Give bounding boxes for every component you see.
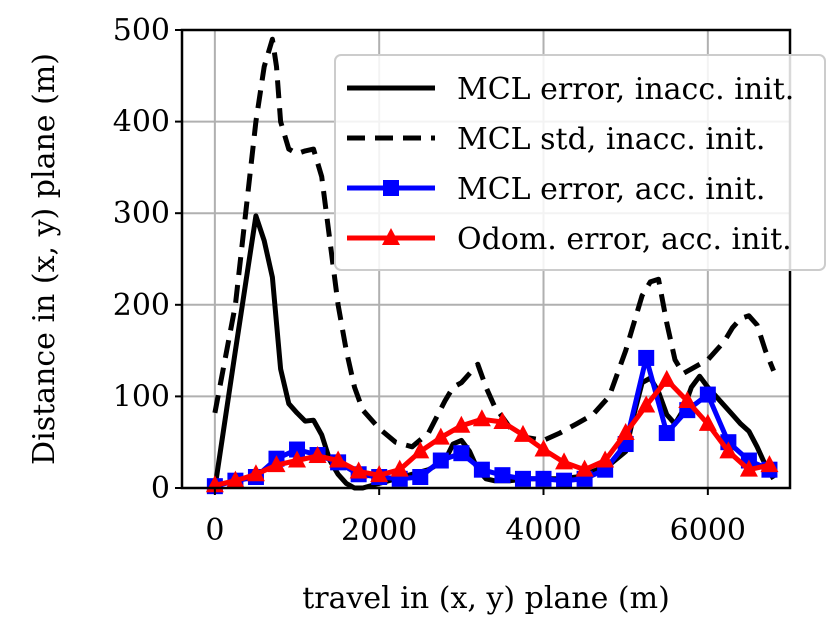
y-tick-label: 100 [113, 379, 170, 414]
data-point [760, 455, 779, 473]
data-point [555, 452, 574, 470]
data-point [739, 459, 758, 477]
data-point [226, 470, 245, 488]
data-point [246, 464, 265, 482]
data-point [329, 450, 348, 468]
data-point [698, 413, 717, 431]
data-point [513, 424, 532, 442]
data-point [370, 465, 389, 483]
y-tick-label: 0 [151, 471, 170, 506]
legend-label: Odom. error, acc. init. [457, 222, 792, 257]
y-axis-label: Distance in (x, y) plane (m) [27, 53, 62, 465]
legend-entry: MCL error, inacc. init. [347, 72, 794, 107]
x-tick-label: 2000 [341, 513, 417, 548]
legend-marker [382, 228, 400, 245]
data-point [719, 441, 738, 459]
data-point [556, 472, 573, 489]
legend: MCL error, inacc. init. MCL std, inacc. i… [334, 54, 826, 271]
data-point [432, 452, 449, 469]
legend-label: MCL error, inacc. init. [457, 72, 794, 107]
x-axis-label: travel in (x, y) plane (m) [302, 581, 670, 616]
ticks: 0 2000 4000 6000 0 100 200 300 400 500 [113, 13, 746, 548]
data-point [514, 470, 531, 487]
legend-label: MCL std, inacc. init. [457, 122, 765, 157]
legend-label: MCL error, acc. init. [457, 172, 765, 207]
data-point [411, 441, 430, 459]
y-tick-label: 500 [113, 13, 170, 48]
y-tick-label: 400 [113, 105, 170, 140]
data-point [308, 445, 327, 463]
x-tick-label: 4000 [505, 513, 581, 548]
data-point [289, 441, 306, 458]
data-point [535, 470, 552, 487]
data-point [493, 412, 512, 430]
legend-box [334, 54, 826, 271]
legend-entry: Odom. error, acc. init. [347, 222, 792, 257]
series-line [212, 213, 776, 491]
data-point [390, 459, 409, 477]
y-tick-label: 300 [113, 196, 170, 231]
data-point [596, 450, 615, 468]
data-point [452, 415, 471, 433]
series-4 [205, 369, 779, 493]
y-tick-label: 200 [113, 288, 170, 323]
data-point [699, 386, 716, 403]
series-2 [212, 36, 776, 450]
data-point [473, 461, 490, 478]
data-point [288, 450, 307, 468]
data-point [575, 459, 594, 477]
series-1 [212, 213, 776, 491]
series-line [214, 355, 771, 489]
data-point [616, 423, 635, 441]
data-point [638, 349, 655, 366]
data-point [453, 445, 470, 462]
data-point [657, 369, 676, 387]
series-layer [205, 36, 779, 495]
data-point [658, 425, 675, 442]
series-line [214, 377, 771, 488]
data-point [431, 427, 450, 445]
data-point [349, 461, 368, 479]
data-point [267, 455, 286, 473]
data-point [637, 395, 656, 413]
data-point [494, 467, 511, 484]
legend-marker [383, 180, 399, 196]
x-tick-label: 0 [205, 513, 224, 548]
data-point [534, 439, 553, 457]
series-line [212, 36, 776, 450]
data-point [472, 409, 491, 427]
legend-entry: MCL error, acc. init. [347, 172, 765, 207]
data-point [678, 390, 697, 408]
data-point [412, 469, 429, 486]
legend-entry: MCL std, inacc. init. [347, 122, 765, 157]
x-tick-label: 6000 [670, 513, 746, 548]
